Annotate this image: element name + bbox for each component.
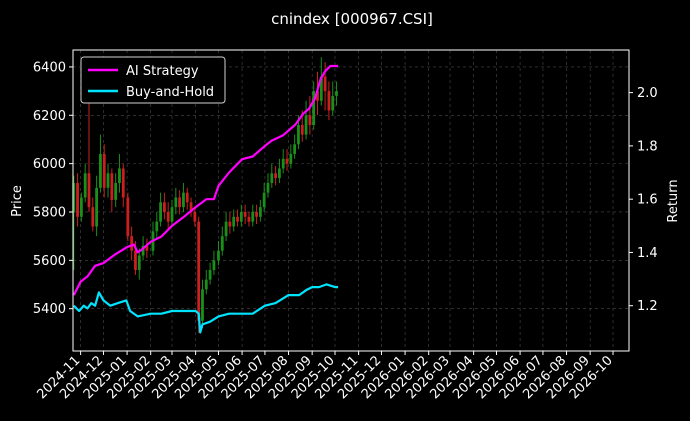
- candle-body: [247, 216, 251, 222]
- candle-body: [335, 91, 338, 96]
- plot-frame: [72, 49, 630, 352]
- candle-body: [258, 207, 262, 217]
- y-right-tick-label: 1.8: [637, 139, 658, 154]
- y-left-tick-label: 6200: [33, 109, 66, 124]
- candle-body: [239, 211, 243, 222]
- legend-label-ai-strategy: AI Strategy: [126, 64, 199, 79]
- y-right-tick-label: 1.6: [637, 193, 658, 208]
- candle-body: [126, 197, 130, 237]
- y-left-ticks: 5400 5600 5800 6000 6200 6400: [33, 60, 73, 317]
- candle-body: [266, 182, 270, 193]
- candle-body: [118, 168, 121, 183]
- candle-body: [278, 168, 281, 179]
- series-line-buy-and-hold: [73, 283, 339, 334]
- candle-body: [162, 202, 166, 212]
- candle-body: [159, 202, 162, 222]
- candle-body: [145, 245, 149, 251]
- candle-body: [270, 173, 274, 183]
- candle-body: [331, 95, 335, 111]
- y-left-tick-label: 6400: [33, 60, 66, 75]
- candle-body: [174, 197, 178, 208]
- candle-body: [308, 115, 312, 125]
- candle-body: [232, 216, 236, 227]
- candle-body: [178, 197, 182, 208]
- candle-body: [274, 173, 277, 179]
- candle-body: [76, 182, 79, 217]
- candle-body: [106, 173, 110, 188]
- candle-body: [166, 211, 170, 222]
- candle-body: [228, 221, 232, 227]
- y-left-tick-label: 5400: [33, 302, 66, 317]
- candle-body: [137, 255, 141, 271]
- candle-body: [327, 91, 331, 111]
- y-right-tick-label: 1.2: [637, 299, 658, 314]
- y-left-label: Price: [10, 185, 25, 217]
- y-left-tick-label: 6000: [33, 157, 66, 172]
- candle-body: [217, 250, 220, 261]
- candle-body: [83, 173, 87, 198]
- candle-body: [316, 91, 319, 101]
- candle-body: [193, 211, 197, 222]
- candle-body: [114, 182, 118, 200]
- x-axis-ticks: 2024-112024-122025-012025-022025-032025-…: [34, 351, 616, 402]
- candle-body: [281, 158, 285, 169]
- series-lines: [72, 64, 339, 334]
- candle-body: [197, 221, 201, 321]
- candle-body: [134, 250, 137, 271]
- candle-body: [72, 182, 76, 212]
- candle-body: [99, 153, 102, 188]
- y-left-tick-label: 5600: [33, 254, 66, 269]
- candle-body: [189, 202, 193, 212]
- candle-body: [297, 124, 300, 145]
- y-left-tick-label: 5800: [33, 205, 66, 220]
- candle-body: [170, 207, 174, 222]
- candle-body: [182, 192, 185, 208]
- candle-body: [220, 236, 224, 251]
- candle-body: [204, 279, 208, 290]
- candle-body: [262, 192, 266, 208]
- candle-body: [102, 153, 106, 188]
- legend-label-buy-and-hold: Buy-and-Hold: [126, 85, 214, 100]
- candle-body: [121, 168, 125, 198]
- series-line-ai-strategy: [72, 64, 339, 296]
- candle-body: [201, 289, 204, 321]
- candle-body: [236, 216, 239, 222]
- candle-body: [79, 197, 83, 217]
- candle-body: [110, 173, 114, 200]
- candle-body: [155, 221, 159, 232]
- candle-body: [289, 153, 293, 164]
- candle-body: [95, 187, 99, 227]
- candle-body: [224, 221, 228, 237]
- candle-body: [285, 158, 289, 164]
- candle-body: [243, 211, 247, 217]
- candle-body: [87, 173, 91, 208]
- candle-body: [319, 76, 323, 101]
- y-right-tick-label: 1.4: [637, 246, 658, 261]
- y-right-tick-label: 2.0: [637, 86, 658, 101]
- candle-body: [251, 211, 255, 222]
- candle-body: [208, 270, 212, 280]
- candle-body: [304, 115, 308, 135]
- y-right-label: Return: [666, 179, 681, 222]
- candles: [72, 57, 338, 333]
- candle-body: [300, 124, 304, 135]
- y-right-ticks: 1.2 1.4 1.6 1.8 2.0: [629, 86, 658, 314]
- chart-title: cnindex [000967.CSI]: [271, 10, 433, 28]
- candle-body: [212, 260, 216, 271]
- candle-body: [293, 144, 297, 154]
- legend: AI Strategy Buy-and-Hold: [80, 56, 226, 104]
- candle-body: [130, 236, 134, 251]
- candle-body: [185, 192, 189, 203]
- candle-body: [323, 76, 327, 92]
- candle-body: [255, 211, 258, 217]
- candle-body: [91, 207, 95, 227]
- candle-body: [141, 245, 145, 256]
- candle-body: [312, 91, 316, 125]
